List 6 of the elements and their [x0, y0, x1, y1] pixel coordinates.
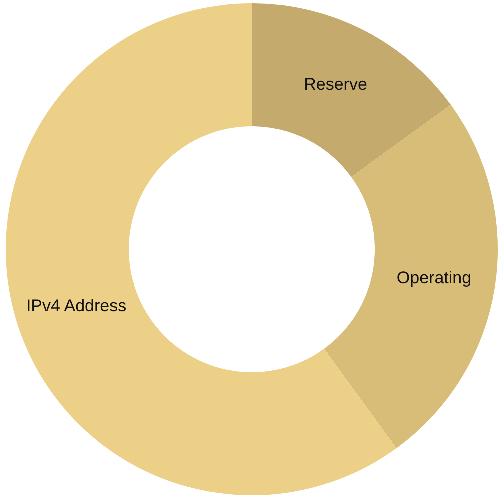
slice-label: Reserve	[304, 75, 368, 94]
slice-label: IPv4 Address	[26, 296, 127, 316]
donut-slice	[324, 104, 498, 449]
slice-label: Operating	[396, 268, 472, 288]
donut-slice	[252, 4, 452, 178]
donut-slice	[6, 4, 397, 496]
